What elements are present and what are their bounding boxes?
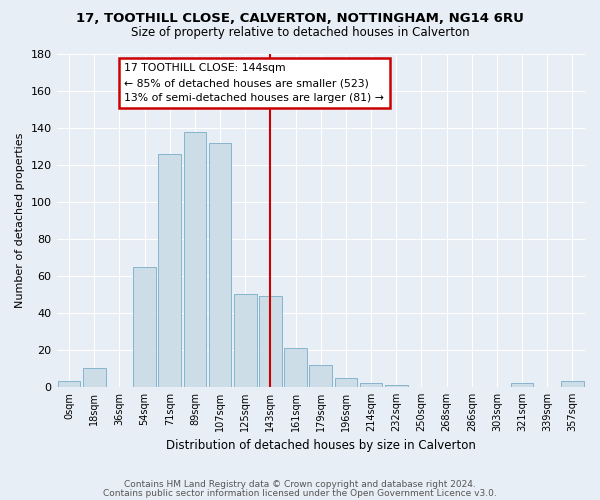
Bar [158,154,181,387]
Text: Size of property relative to detached houses in Calverton: Size of property relative to detached ho… [131,26,469,39]
Bar [360,383,382,387]
Text: Contains public sector information licensed under the Open Government Licence v3: Contains public sector information licen… [103,489,497,498]
X-axis label: Distribution of detached houses by size in Calverton: Distribution of detached houses by size … [166,440,476,452]
Text: Contains HM Land Registry data © Crown copyright and database right 2024.: Contains HM Land Registry data © Crown c… [124,480,476,489]
Bar [310,364,332,387]
Bar [561,382,584,387]
Bar [511,383,533,387]
Bar [385,385,407,387]
Bar [133,266,156,387]
Bar [83,368,106,387]
Bar [335,378,357,387]
Y-axis label: Number of detached properties: Number of detached properties [15,133,25,308]
Bar [58,382,80,387]
Text: 17 TOOTHILL CLOSE: 144sqm
← 85% of detached houses are smaller (523)
13% of semi: 17 TOOTHILL CLOSE: 144sqm ← 85% of detac… [124,63,385,103]
Bar [184,132,206,387]
Bar [259,296,282,387]
Bar [209,143,232,387]
Text: 17, TOOTHILL CLOSE, CALVERTON, NOTTINGHAM, NG14 6RU: 17, TOOTHILL CLOSE, CALVERTON, NOTTINGHA… [76,12,524,24]
Bar [284,348,307,387]
Bar [234,294,257,387]
